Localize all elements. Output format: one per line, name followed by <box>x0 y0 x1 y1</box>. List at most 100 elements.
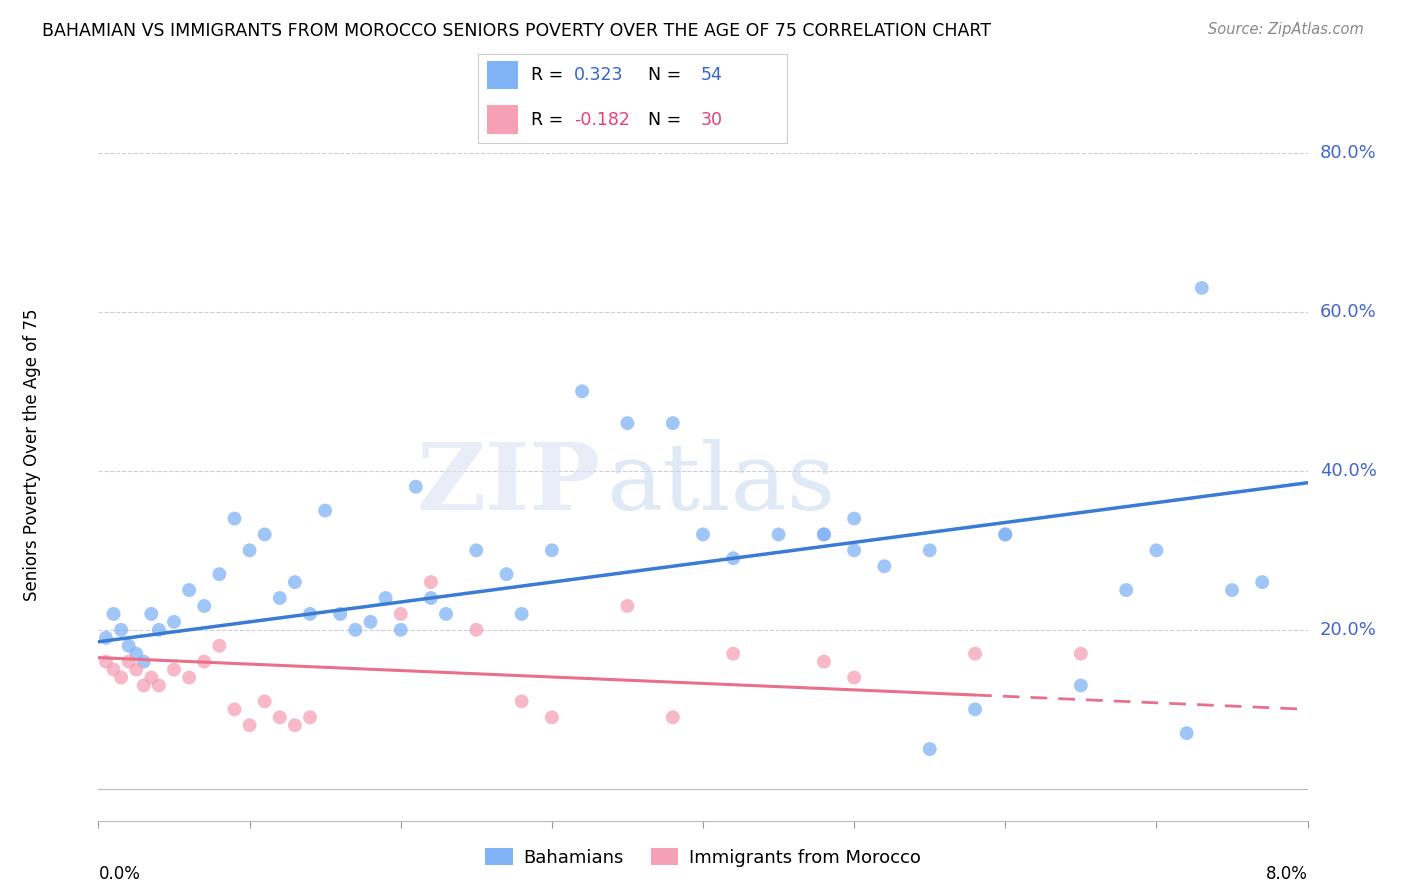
Point <box>224 511 246 525</box>
Point <box>208 567 231 582</box>
Text: N =: N = <box>648 66 688 84</box>
Point <box>269 710 291 724</box>
Text: 30: 30 <box>700 111 723 128</box>
Point <box>179 671 201 685</box>
Point <box>540 543 562 558</box>
Point <box>813 527 835 541</box>
Text: 0.0%: 0.0% <box>98 864 141 882</box>
Point <box>163 615 186 629</box>
Point <box>163 663 186 677</box>
Point <box>994 527 1017 541</box>
Text: R =: R = <box>530 66 568 84</box>
Point <box>94 655 117 669</box>
Text: 0.323: 0.323 <box>574 66 623 84</box>
Bar <box>488 61 519 89</box>
Text: 40.0%: 40.0% <box>1320 462 1376 480</box>
Point <box>918 543 941 558</box>
Point <box>405 480 427 494</box>
Point <box>110 623 132 637</box>
Text: 20.0%: 20.0% <box>1320 621 1376 639</box>
Point <box>179 583 201 598</box>
Point <box>239 543 262 558</box>
Point <box>141 607 163 621</box>
Point <box>1070 647 1092 661</box>
Point <box>299 710 322 724</box>
Point <box>344 623 367 637</box>
Point <box>465 623 488 637</box>
Point <box>723 647 745 661</box>
Point <box>299 607 322 621</box>
Point <box>1144 543 1167 558</box>
Point <box>994 527 1017 541</box>
Point <box>208 639 231 653</box>
Point <box>965 647 987 661</box>
Point <box>844 511 866 525</box>
Point <box>110 671 132 685</box>
Point <box>132 678 155 692</box>
Point <box>510 607 533 621</box>
Text: 8.0%: 8.0% <box>1265 864 1308 882</box>
Point <box>661 710 683 724</box>
Point <box>103 607 125 621</box>
Point <box>239 718 262 732</box>
Point <box>253 694 276 708</box>
Point <box>193 599 215 613</box>
Point <box>359 615 381 629</box>
Text: atlas: atlas <box>606 439 835 529</box>
Point <box>465 543 488 558</box>
Point <box>616 416 638 430</box>
Point <box>118 655 141 669</box>
Text: 80.0%: 80.0% <box>1320 144 1376 161</box>
Point <box>918 742 941 756</box>
Point <box>1070 678 1092 692</box>
Point <box>284 718 307 732</box>
Point <box>1220 583 1243 598</box>
Point <box>571 384 593 399</box>
Text: Source: ZipAtlas.com: Source: ZipAtlas.com <box>1208 22 1364 37</box>
Point <box>1191 281 1213 295</box>
Point <box>661 416 683 430</box>
Point <box>118 639 141 653</box>
Text: 54: 54 <box>700 66 723 84</box>
Point <box>94 631 117 645</box>
Text: Seniors Poverty Over the Age of 75: Seniors Poverty Over the Age of 75 <box>22 309 41 601</box>
Point <box>419 575 441 590</box>
Text: BAHAMIAN VS IMMIGRANTS FROM MOROCCO SENIORS POVERTY OVER THE AGE OF 75 CORRELATI: BAHAMIAN VS IMMIGRANTS FROM MOROCCO SENI… <box>42 22 991 40</box>
Point <box>253 527 276 541</box>
Point <box>965 702 987 716</box>
Point <box>813 655 835 669</box>
Point <box>1115 583 1137 598</box>
Point <box>314 503 336 517</box>
Point <box>1251 575 1274 590</box>
Text: -0.182: -0.182 <box>574 111 630 128</box>
Point <box>148 623 170 637</box>
Point <box>103 663 125 677</box>
Point <box>495 567 517 582</box>
Point <box>374 591 396 605</box>
Point <box>813 527 835 541</box>
Point <box>132 655 155 669</box>
Point <box>510 694 533 708</box>
Bar <box>488 105 519 134</box>
Point <box>768 527 790 541</box>
Point <box>419 591 441 605</box>
Point <box>125 663 148 677</box>
Point <box>540 710 562 724</box>
Point <box>1175 726 1198 740</box>
Point <box>148 678 170 692</box>
Point <box>389 607 412 621</box>
Point <box>269 591 291 605</box>
Point <box>692 527 714 541</box>
Point <box>125 647 148 661</box>
Text: 60.0%: 60.0% <box>1320 302 1376 321</box>
Point <box>873 559 896 574</box>
Point <box>329 607 352 621</box>
Point <box>284 575 307 590</box>
Text: N =: N = <box>648 111 688 128</box>
Point <box>434 607 457 621</box>
Point <box>723 551 745 566</box>
Point <box>193 655 215 669</box>
Point <box>616 599 638 613</box>
Point <box>141 671 163 685</box>
Point <box>844 671 866 685</box>
